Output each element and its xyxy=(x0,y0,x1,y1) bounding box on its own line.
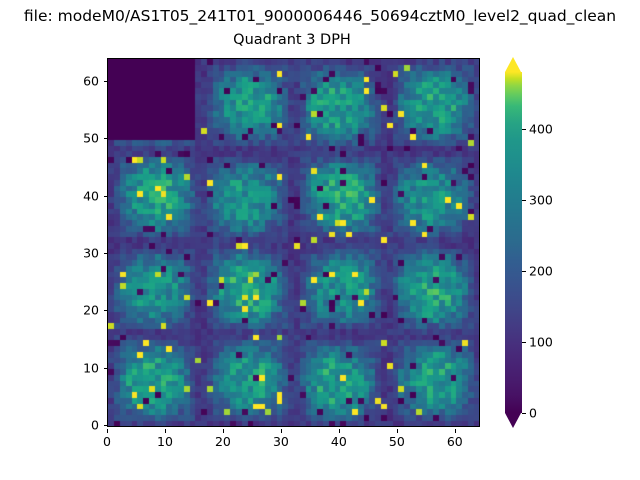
heatmap-image xyxy=(108,59,479,426)
y-tick-label: 40 xyxy=(83,188,99,204)
colorbar-tick-label: 200 xyxy=(529,263,553,279)
colorbar-tick-mark xyxy=(522,199,526,201)
x-tick-mark xyxy=(164,429,166,433)
y-tick-label: 30 xyxy=(83,245,99,261)
colorbar-extend-min-arrow xyxy=(505,413,521,428)
colorbar-tick-mark xyxy=(522,413,526,414)
x-tick-label: 30 xyxy=(272,434,289,449)
axes-title: Quadrant 3 DPH xyxy=(233,32,351,48)
colorbar-tick-label: 0 xyxy=(529,405,537,421)
x-tick-mark xyxy=(454,429,456,433)
colorbar-extend-max-arrow xyxy=(505,57,521,72)
y-tick-mark xyxy=(103,367,107,369)
y-tick-mark xyxy=(103,310,107,312)
y-tick-mark xyxy=(103,425,107,426)
x-tick-mark xyxy=(280,429,282,433)
heatmap-axes xyxy=(107,58,480,427)
y-tick-mark xyxy=(103,195,107,197)
x-tick-label: 60 xyxy=(446,434,463,449)
x-tick-label: 20 xyxy=(214,434,231,449)
x-tick-mark xyxy=(222,429,224,433)
colorbar-tick-label: 300 xyxy=(529,192,553,208)
y-tick-label: 50 xyxy=(83,130,99,146)
x-tick-mark xyxy=(338,429,340,433)
y-tick-label: 0 xyxy=(91,417,99,433)
colorbar-gradient-bar xyxy=(505,72,522,413)
x-tick-label: 10 xyxy=(157,434,173,449)
y-tick-label: 10 xyxy=(83,360,99,376)
colorbar-tick-mark xyxy=(522,270,526,272)
x-tick-label: 0 xyxy=(103,434,111,449)
y-tick-label: 60 xyxy=(83,73,99,89)
x-tick-label: 40 xyxy=(330,434,347,449)
figure-suptitle: file: modeM0/AS1T05_241T01_9000006446_50… xyxy=(23,7,617,25)
colorbar-tick-mark xyxy=(522,128,526,130)
x-tick-mark xyxy=(396,429,398,433)
x-tick-label: 50 xyxy=(388,434,405,449)
y-tick-mark xyxy=(103,252,107,254)
colorbar-tick-mark xyxy=(522,341,526,343)
x-tick-mark xyxy=(107,429,108,433)
y-tick-mark xyxy=(103,138,107,140)
colorbar xyxy=(505,57,522,428)
colorbar-tick-label: 100 xyxy=(529,334,553,350)
colorbar-tick-label: 400 xyxy=(529,121,553,137)
y-tick-mark xyxy=(103,80,107,82)
y-tick-label: 20 xyxy=(83,302,99,318)
